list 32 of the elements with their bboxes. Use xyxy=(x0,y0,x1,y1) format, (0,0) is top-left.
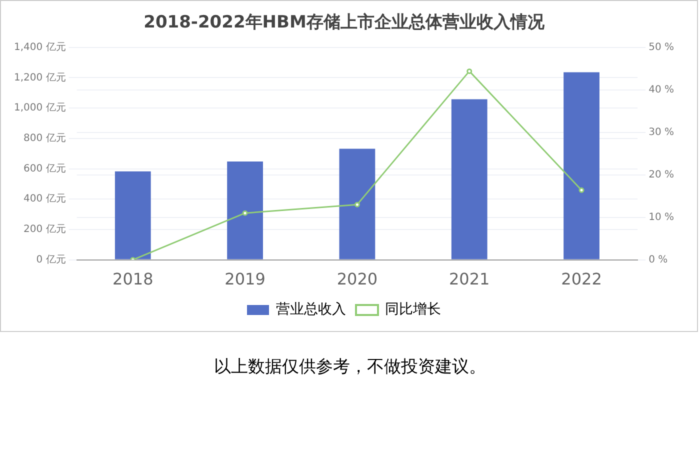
y-tick-label: 400 亿元 xyxy=(24,194,66,205)
y-tick-label: 200 亿元 xyxy=(24,224,66,236)
point xyxy=(578,187,584,193)
y-tick-label: 1,400 亿元 xyxy=(14,42,66,53)
y-tick-label: 800 亿元 xyxy=(24,133,66,144)
x-tick-label: 2020 xyxy=(336,270,378,289)
text: 以上数据仅供参考，不做投资建议。 xyxy=(213,356,487,378)
y-tick-label: 600 亿元 xyxy=(24,163,66,174)
y-tick-label: 1,200 亿元 xyxy=(14,72,66,84)
bar xyxy=(114,171,151,260)
x-tick-label: 2019 xyxy=(224,270,266,289)
x-tick-label: 2022 xyxy=(561,270,602,289)
legend-label: 同比增长 xyxy=(385,302,441,318)
y2-tick-label: 20 % xyxy=(648,169,674,180)
y-tick-label: 1,000 亿元 xyxy=(14,102,66,114)
point xyxy=(466,68,472,74)
bar xyxy=(564,72,600,260)
y2-tick-label: 50 % xyxy=(648,42,674,53)
y2-tick-label: 30 % xyxy=(648,126,674,138)
bar xyxy=(227,161,263,260)
y-tick-label: 0 亿元 xyxy=(36,254,66,266)
point xyxy=(354,202,360,208)
y2-tick-label: 10 % xyxy=(648,212,674,223)
y2-tick-label: 40 % xyxy=(648,84,674,96)
legend-label: 营业总收入 xyxy=(276,302,346,318)
point xyxy=(242,210,248,216)
y2-tick-label: 0 % xyxy=(648,254,668,266)
x-tick-label: 2018 xyxy=(112,270,154,289)
chart-title: 2018-2022年HBM存储上市企业总体营业收入情况 xyxy=(144,12,546,33)
x-tick-label: 2021 xyxy=(449,270,490,289)
bar xyxy=(339,148,376,260)
bar xyxy=(451,99,488,260)
